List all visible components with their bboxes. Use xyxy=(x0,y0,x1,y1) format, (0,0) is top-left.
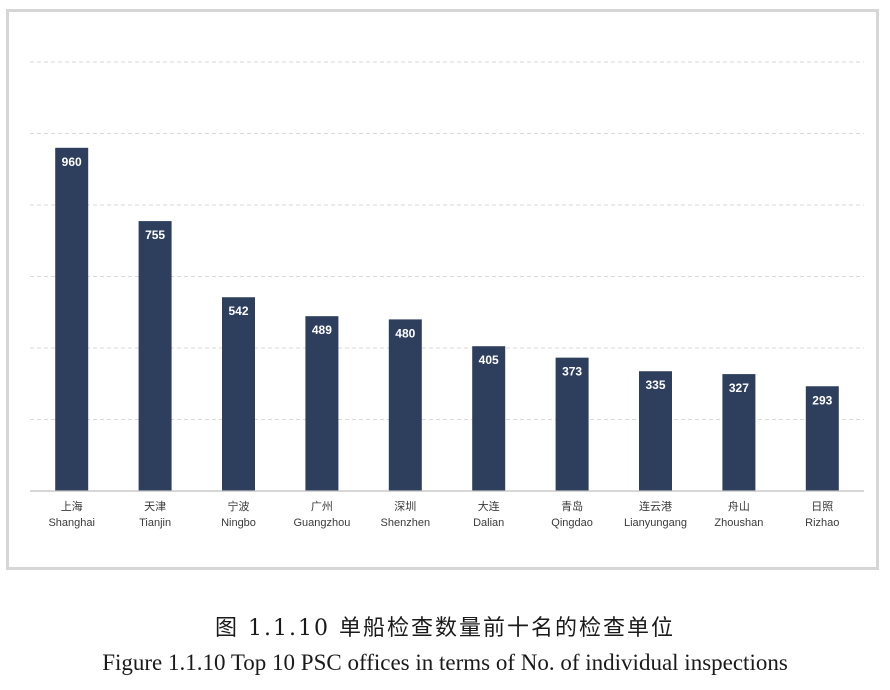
x-tick-label-chinese: 日照 xyxy=(811,500,833,513)
x-tick-label-chinese: 上海 xyxy=(61,499,83,513)
x-tick-label-english: Qingdao xyxy=(551,517,593,529)
x-tick-label-chinese: 大连 xyxy=(478,499,500,513)
x-tick-label-english: Tianjin xyxy=(139,517,171,529)
x-tick-label-english: Shanghai xyxy=(48,517,95,529)
figure-caption-english: Figure 1.1.10 Top 10 PSC offices in term… xyxy=(102,650,788,675)
data-label: 327 xyxy=(729,381,749,395)
x-tick-label-chinese: 宁波 xyxy=(228,499,250,513)
x-tick-label-chinese: 广州 xyxy=(311,500,333,513)
x-tick-label-chinese: 连云港 xyxy=(639,500,672,513)
x-tick-label-english: Shenzhen xyxy=(381,517,431,529)
bar-tianjin xyxy=(138,221,172,491)
x-tick-label-english: Guangzhou xyxy=(293,517,350,529)
data-label: 373 xyxy=(562,365,582,379)
data-label: 480 xyxy=(395,326,415,340)
data-label: 335 xyxy=(645,378,665,392)
x-tick-label-chinese: 深圳 xyxy=(394,500,416,513)
bar-shenzhen xyxy=(388,319,422,491)
data-label: 405 xyxy=(479,353,499,367)
bar-dalian xyxy=(472,346,506,491)
x-tick-label-english: Rizhao xyxy=(805,517,839,529)
x-tick-label-english: Ningbo xyxy=(221,517,256,529)
data-label: 489 xyxy=(312,323,332,337)
data-label: 542 xyxy=(228,304,248,318)
data-label: 293 xyxy=(812,393,832,407)
figure-caption-chinese: 图 1.1.10 单船检查数量前十名的检查单位 xyxy=(215,616,675,641)
data-label: 960 xyxy=(62,155,82,169)
bar-rizhao xyxy=(805,386,839,491)
bar-lianyungang xyxy=(639,371,672,491)
bar-chart: 960 上海 Shanghai 755 天津 Tianjin 542 宁波 Ningbo 489 广… xyxy=(30,61,864,529)
x-tick-label-english: Lianyungang xyxy=(624,517,687,529)
x-tick-label-chinese: 青岛 xyxy=(561,499,583,513)
data-label: 755 xyxy=(145,228,165,242)
x-tick-label-chinese: 舟山 xyxy=(728,499,750,513)
x-tick-label-english: Zhoushan xyxy=(714,517,763,529)
bar-guangzhou xyxy=(305,316,339,491)
bar-zhoushan xyxy=(722,374,756,491)
bar-shanghai xyxy=(55,147,89,492)
x-tick-label-english: Dalian xyxy=(473,517,504,529)
bar-ningbo xyxy=(222,297,255,491)
x-tick-label-chinese: 天津 xyxy=(144,500,166,513)
chart-frame: 960 上海 Shanghai 755 天津 Tianjin 542 宁波 Ningbo 489 广… xyxy=(6,9,879,570)
bar-qingdao xyxy=(555,357,589,491)
